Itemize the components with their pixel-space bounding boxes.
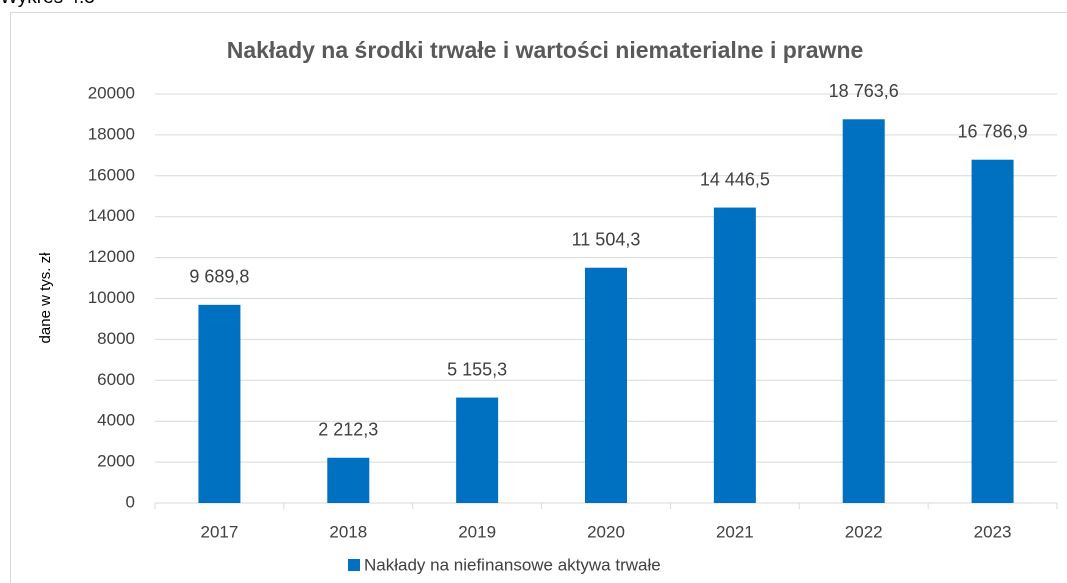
- data-label: 9 689,8: [189, 267, 249, 287]
- bar: [198, 304, 241, 503]
- data-label: 18 763,6: [829, 81, 899, 101]
- data-label: 14 446,5: [700, 169, 770, 189]
- x-tick-label: 2021: [716, 522, 754, 541]
- y-tick-label: 20000: [88, 83, 135, 102]
- x-tick-label: 2022: [845, 522, 883, 541]
- bar: [456, 397, 499, 503]
- caption: Wykres 4.3: [0, 0, 95, 8]
- y-tick-label: 10000: [88, 288, 135, 307]
- data-label: 16 786,9: [958, 121, 1028, 141]
- legend-label: Nakłady na niefinansowe aktywa trwałe: [364, 555, 661, 574]
- y-tick-label: 12000: [88, 247, 135, 266]
- y-tick-label: 2000: [97, 452, 135, 471]
- x-tick-label: 2020: [587, 522, 625, 541]
- legend-swatch: [348, 559, 360, 571]
- bar: [585, 267, 627, 503]
- data-label: 5 155,3: [447, 359, 507, 379]
- chart-border: [10, 12, 1067, 583]
- y-tick-label: 18000: [88, 124, 135, 143]
- data-label: 11 504,3: [572, 229, 641, 249]
- bar: [971, 159, 1014, 504]
- x-tick-label: 2017: [201, 522, 239, 541]
- y-tick-label: 0: [126, 492, 135, 511]
- x-tick-label: 2023: [974, 522, 1012, 541]
- data-label: 2 212,3: [318, 420, 378, 440]
- y-axis-label: dane w tys. zł: [37, 252, 54, 344]
- chart-title: Nakłady na środki trwałe i wartości niem…: [227, 37, 864, 63]
- bar: [327, 457, 370, 503]
- y-tick-label: 6000: [97, 370, 135, 389]
- bar: [713, 207, 756, 503]
- x-tick-label: 2018: [329, 522, 367, 541]
- y-tick-label: 4000: [97, 411, 135, 430]
- y-tick-label: 8000: [97, 329, 135, 348]
- y-tick-label: 16000: [88, 165, 135, 184]
- bar: [842, 119, 885, 504]
- y-tick-label: 14000: [88, 206, 135, 225]
- x-tick-label: 2019: [458, 522, 496, 541]
